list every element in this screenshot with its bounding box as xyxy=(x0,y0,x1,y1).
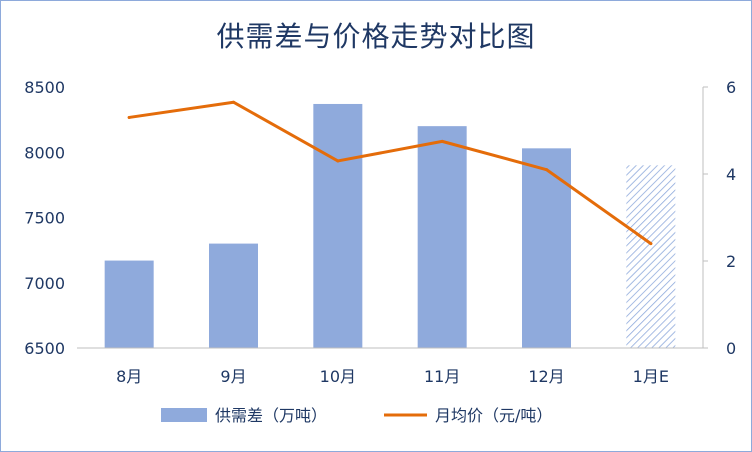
x-axis-tick-label: 10月 xyxy=(320,367,356,386)
x-axis-tick-label: 8月 xyxy=(116,367,142,386)
price-point xyxy=(440,139,444,143)
right-axis-tick-label: 2 xyxy=(726,252,736,271)
left-axis-tick-label: 8500 xyxy=(24,78,65,97)
left-axis-tick-label: 7500 xyxy=(24,209,65,228)
x-axis-tick-label: 12月 xyxy=(528,367,564,386)
right-axis-tick-label: 0 xyxy=(726,339,736,358)
left-axis-tick-label: 8000 xyxy=(24,143,65,162)
bar xyxy=(417,126,467,349)
left-axis-tick-label: 7000 xyxy=(24,274,65,293)
price-point xyxy=(232,100,235,104)
x-axis-tick-label: 11月 xyxy=(424,367,460,386)
bar xyxy=(313,103,363,348)
right-axis-tick-label: 6 xyxy=(726,78,736,97)
price-point xyxy=(127,115,131,119)
legend-swatch-bar xyxy=(161,408,207,422)
bar-estimated xyxy=(626,165,676,348)
right-axis-tick-label: 4 xyxy=(726,165,736,184)
x-axis-tick-label: 1月E xyxy=(633,367,669,386)
price-point xyxy=(649,242,653,246)
price-line xyxy=(127,100,653,246)
price-point xyxy=(336,159,340,163)
left-axis-tick-label: 6500 xyxy=(24,339,65,358)
legend-label-bar: 供需差（万吨） xyxy=(215,406,327,425)
x-axis-tick-label: 9月 xyxy=(220,367,246,386)
bar xyxy=(104,260,154,348)
bar xyxy=(209,243,258,348)
legend-label-line: 月均价（元/吨） xyxy=(435,406,552,425)
chart-title: 供需差与价格走势对比图 xyxy=(216,20,536,53)
price-point xyxy=(545,168,548,172)
bar xyxy=(522,148,571,348)
